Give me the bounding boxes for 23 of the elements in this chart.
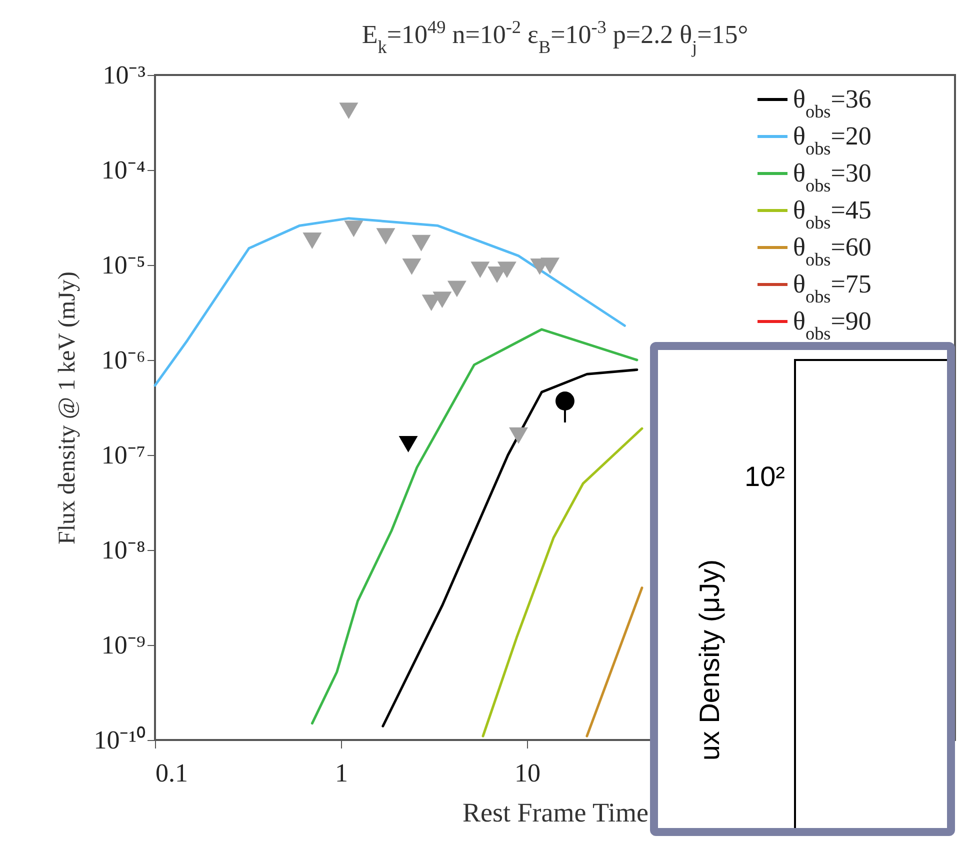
legend-label: θ$_{obs}$=30 [793, 158, 872, 196]
y-tick-label: 10⁻⁹ [101, 630, 146, 660]
y-tick-label: 10⁻⁸ [101, 536, 146, 564]
text: ux Density (μJy) [694, 559, 725, 761]
y-tick-label: 10⁻³ [102, 60, 146, 90]
y-tick-label: 10⁻⁵ [101, 250, 146, 280]
x-tick-label: 0.1 [156, 758, 188, 788]
y-axis-title: Flux density @ 1 keV (mJy) [54, 272, 81, 544]
y-tick-label: 10⁻⁶ [101, 346, 146, 374]
annotation: 10² [744, 461, 785, 492]
legend-label: θ$_{obs}$=60 [793, 232, 872, 270]
x-tick-label: 1 [335, 758, 348, 788]
legend-label: θ$_{obs}$=90 [793, 306, 872, 344]
x-axis-title: Rest Frame Time [462, 798, 649, 828]
legend-label: θ$_{obs}$=45 [793, 196, 872, 232]
legend-label: θ$_{obs}$=20 [793, 122, 872, 158]
y-tick-label: 10⁻⁴ [101, 156, 146, 184]
legend-label: θ$_{obs}$=36 [793, 84, 872, 122]
legend-label: θ$_{obs}$=75 [793, 270, 872, 306]
chart-title: E$_{k}$=10$^{49}$ n=10$^{-2}$ ε$_{B}$=10$^{-3}$ p=2.2 θ$_{j}$=15° [362, 17, 748, 57]
y-tick-label: 10⁻¹⁰ [94, 726, 146, 754]
x-tick-label: 10 [514, 758, 541, 788]
y-tick-label: 10⁻⁷ [101, 440, 146, 470]
